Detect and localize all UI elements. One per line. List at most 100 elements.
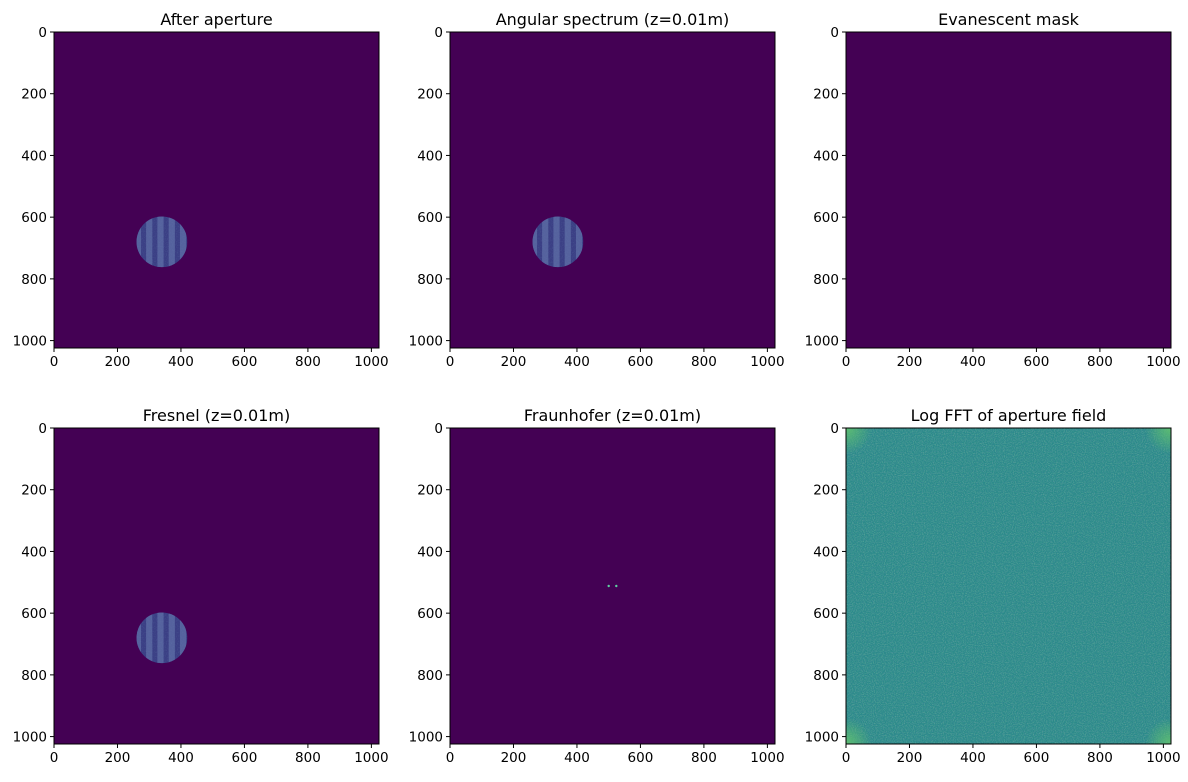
heatmap-background <box>54 428 379 744</box>
x-tick-label: 200 <box>105 750 131 766</box>
x-tick-label: 200 <box>105 354 131 370</box>
axes-frame <box>845 31 1172 349</box>
axes-frame <box>845 427 1172 745</box>
x-tick-label: 1000 <box>1146 750 1180 766</box>
x-tick-label: 200 <box>897 354 923 370</box>
aperture-disc <box>532 216 584 268</box>
x-tick-label: 0 <box>50 354 59 370</box>
y-tick-label: 200 <box>21 483 47 499</box>
x-tick-label: 600 <box>1024 750 1050 766</box>
y-tick-label: 1000 <box>409 334 443 350</box>
panel-title: Fraunhofer (z=0.01m) <box>524 406 701 425</box>
y-tick-label: 400 <box>813 148 839 164</box>
heatmap-image <box>54 428 379 744</box>
x-tick-label: 0 <box>446 354 455 370</box>
x-tick-label: 600 <box>232 354 258 370</box>
x-tick-label: 800 <box>1087 354 1113 370</box>
x-tick-label: 0 <box>842 354 851 370</box>
y-tick-label: 800 <box>21 668 47 684</box>
y-tick-label: 0 <box>434 25 443 41</box>
aperture-disc <box>136 216 188 268</box>
aperture-speckle <box>136 216 188 268</box>
heatmap-background <box>846 32 1171 348</box>
x-tick-label: 600 <box>628 750 654 766</box>
panel-title: Fresnel (z=0.01m) <box>143 406 290 425</box>
y-tick-label: 800 <box>417 668 443 684</box>
heatmap-image <box>450 32 775 348</box>
x-tick-label: 400 <box>168 354 194 370</box>
heatmap-image <box>846 428 1171 744</box>
y-tick-label: 800 <box>813 668 839 684</box>
x-tick-label: 0 <box>50 750 59 766</box>
aperture-speckle <box>532 216 584 268</box>
diffraction-peak <box>615 584 618 588</box>
y-tick-label: 200 <box>813 87 839 103</box>
x-tick-label: 200 <box>501 354 527 370</box>
x-tick-label: 800 <box>691 354 717 370</box>
y-tick-label: 200 <box>21 87 47 103</box>
y-tick-label: 1000 <box>13 334 47 350</box>
y-tick-label: 400 <box>21 148 47 164</box>
y-tick-label: 800 <box>21 272 47 288</box>
y-tick-label: 600 <box>21 606 47 622</box>
heatmap-background <box>54 32 379 348</box>
x-tick-label: 800 <box>295 750 321 766</box>
x-tick-label: 400 <box>168 750 194 766</box>
y-tick-label: 600 <box>417 606 443 622</box>
x-tick-label: 400 <box>960 750 986 766</box>
y-tick-label: 200 <box>417 483 443 499</box>
heatmap-image <box>846 32 1171 348</box>
panel-title: Evanescent mask <box>938 10 1080 29</box>
x-tick-label: 800 <box>1087 750 1113 766</box>
panel-fresnel: Fresnel (z=0.01m)0 200 400 600 800 1000020040… <box>13 406 389 766</box>
panel-title: Log FFT of aperture field <box>911 406 1107 425</box>
y-tick-label: 400 <box>417 148 443 164</box>
heatmap-background <box>450 32 775 348</box>
x-tick-label: 400 <box>960 354 986 370</box>
y-tick-label: 400 <box>21 544 47 560</box>
x-tick-label: 600 <box>628 354 654 370</box>
y-tick-label: 1000 <box>805 730 839 746</box>
y-tick-label: 0 <box>830 421 839 437</box>
x-tick-label: 1000 <box>354 750 388 766</box>
aperture-disc <box>136 612 188 664</box>
x-tick-label: 1000 <box>750 750 784 766</box>
fft-corner-peak <box>1145 428 1171 454</box>
diffraction-peak <box>607 584 610 588</box>
y-tick-label: 1000 <box>805 334 839 350</box>
y-tick-label: 1000 <box>13 730 47 746</box>
fft-corner-peak <box>846 718 872 744</box>
x-tick-label: 400 <box>564 750 590 766</box>
x-tick-label: 600 <box>1024 354 1050 370</box>
panel-log-fft: Log FFT of aperture field 0 200 400 600 800 10… <box>805 406 1181 766</box>
axes-frame <box>449 31 776 349</box>
x-tick-label: 200 <box>501 750 527 766</box>
x-tick-label: 1000 <box>750 354 784 370</box>
y-tick-label: 400 <box>417 544 443 560</box>
axes-frame <box>53 31 380 349</box>
y-tick-label: 600 <box>21 210 47 226</box>
x-tick-label: 600 <box>232 750 258 766</box>
panel-angular-spectrum: Angular spectrum (z=0.01m) 0 200 400 600 800 1… <box>409 10 785 370</box>
y-tick-label: 600 <box>813 210 839 226</box>
x-tick-label: 800 <box>691 750 717 766</box>
x-tick-label: 0 <box>842 750 851 766</box>
fft-corner-peak <box>846 428 872 454</box>
x-tick-label: 800 <box>295 354 321 370</box>
y-tick-label: 600 <box>417 210 443 226</box>
x-tick-label: 1000 <box>354 354 388 370</box>
heatmap-image <box>450 428 775 744</box>
aperture-speckle <box>136 612 188 664</box>
y-tick-label: 200 <box>417 87 443 103</box>
y-tick-label: 0 <box>38 421 47 437</box>
y-tick-label: 200 <box>813 483 839 499</box>
x-tick-label: 1000 <box>1146 354 1180 370</box>
panel-title: After aperture <box>160 10 272 29</box>
heatmap-noise-dark <box>846 428 1171 744</box>
axes-frame <box>53 427 380 745</box>
y-tick-label: 800 <box>417 272 443 288</box>
axes-frame <box>449 427 776 745</box>
